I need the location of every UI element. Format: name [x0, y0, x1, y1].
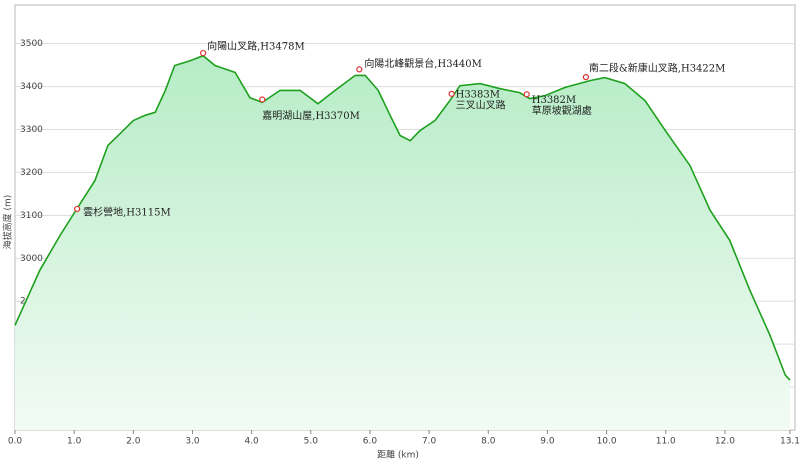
x-tick-label: 6.0	[363, 437, 378, 447]
x-tick-label: 11.0	[656, 437, 676, 447]
waypoint-label: 向陽北峰觀景台,H3440M	[364, 57, 482, 70]
waypoint-label: H3383M	[456, 89, 500, 100]
elevation-area	[15, 55, 790, 430]
x-tick-label: 3.0	[185, 437, 200, 447]
x-tick-label: 5.0	[304, 437, 319, 447]
x-axis-label: 距離 (km)	[377, 449, 419, 461]
waypoint	[259, 96, 266, 103]
x-tick-label: 8.0	[481, 437, 496, 447]
x-tick-label: 0.0	[8, 437, 23, 447]
x-tick-label: 1.0	[67, 437, 82, 447]
x-tick-label: 13.1	[780, 437, 800, 447]
x-tick-label: 9.0	[540, 437, 555, 447]
waypoint	[356, 66, 363, 73]
waypoint-label: 雲杉營地,H3115M	[83, 205, 171, 218]
x-tick-label: 10.0	[597, 437, 617, 447]
waypoint-label: 向陽山叉路,H3478M	[207, 40, 305, 53]
waypoint-label: 南二段&新康山叉路,H3422M	[589, 62, 726, 75]
waypoint-label: 嘉明湖山屋,H3370M	[262, 109, 360, 122]
waypoint-label: 三叉山叉路	[456, 98, 506, 111]
waypoint	[523, 91, 530, 98]
waypoint	[448, 90, 455, 97]
x-tick-label: 7.0	[422, 437, 437, 447]
y-tick-label: 3400	[20, 82, 43, 92]
y-tick-label: 3500	[20, 39, 43, 49]
waypoint	[74, 205, 81, 213]
y-axis-label: 海拔高度 (m)	[2, 195, 14, 250]
waypoint-label: 草原坡觀湖處	[532, 104, 592, 117]
y-tick-label: 3100	[20, 211, 43, 221]
elevation-line	[14, 54, 791, 381]
x-tick-label: 4.0	[244, 437, 259, 447]
x-tick-label: 2.0	[126, 437, 141, 447]
waypoint	[200, 49, 207, 57]
y-tick-label: 3300	[20, 125, 43, 135]
y-tick-label: 3000	[20, 254, 43, 264]
x-tick-label: 12.0	[715, 437, 735, 447]
waypoint-label: H3382M	[532, 95, 576, 106]
y-tick-label: 3200	[20, 168, 43, 178]
waypoint	[582, 74, 589, 81]
